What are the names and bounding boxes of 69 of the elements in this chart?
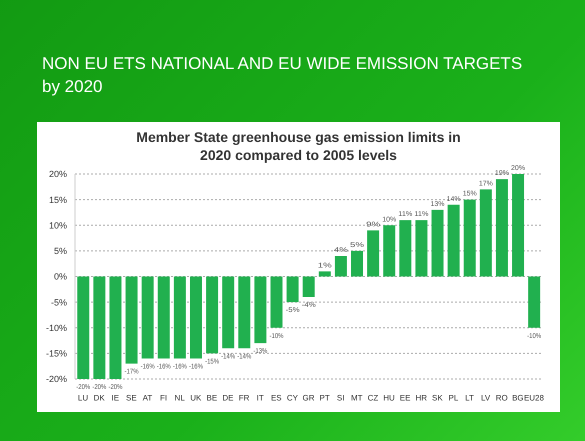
x-tick-label: SK [432,394,444,403]
x-tick-label: UK [190,394,202,403]
bar [174,276,186,358]
x-tick-label: EU28 [524,394,545,403]
bar [367,230,380,276]
bar [464,200,476,276]
bar [286,276,299,302]
bar [528,276,540,328]
x-tick-label: PL [448,394,459,403]
bar [415,220,428,276]
x-tick-label: NL [174,394,186,403]
y-tick-label: 20% [48,169,67,180]
bar [432,210,444,276]
x-tick-label: LV [481,394,491,403]
x-tick-label: LT [465,394,474,403]
x-tick-label: HR [415,394,428,403]
bar [254,276,266,344]
y-tick-label: -20% [46,374,67,384]
x-tick-label: PT [319,394,330,403]
x-tick-label: HU [383,394,396,403]
bar [126,276,138,364]
bar [480,189,492,276]
x-tick-label: MT [351,394,363,403]
x-tick-label: DE [222,394,234,403]
x-tick-label: CY [286,394,299,403]
bar [399,220,412,276]
x-tick-label: SI [336,394,344,403]
x-tick-label: FR [238,394,250,403]
chart-title: NON EU ETS NATIONAL AND EU WIDE EMISSION TARGETS by 2020 [42,53,524,98]
bar [318,271,331,276]
bar [142,276,154,358]
x-tick-label: LU [78,394,88,403]
bar [448,204,460,276]
y-tick-label: -5% [50,297,67,308]
y-tick-label: 15% [48,194,67,205]
bar [222,276,234,348]
bar [109,276,122,379]
bar [302,276,315,297]
bar [496,179,508,276]
bar [351,250,364,276]
y-tick-label: 5% [54,246,67,256]
x-tick-label: BE [206,394,218,403]
x-tick-label: IE [111,394,120,403]
chart-subtitle: Member State greenhouse gas emission limits in 2020 compared to 2005 levels [135,128,462,164]
y-tick-label: -15% [46,348,67,359]
x-tick-label: SE [126,394,137,403]
y-tick-label: 10% [48,220,67,230]
x-tick-label: ES [270,394,282,403]
bar [190,276,202,358]
x-tick-label: BG [512,394,524,403]
bar [206,276,218,354]
y-tick-label: -10% [46,322,67,333]
bar [334,256,347,276]
bar [512,174,524,276]
x-tick-label: RO [496,394,508,403]
x-tick-label: GR [302,394,315,403]
x-tick-label: EE [400,394,410,403]
x-tick-label: IT [256,394,264,403]
bar [238,276,250,348]
x-tick-label: CZ [368,394,378,403]
bar [93,276,106,379]
x-tick-label: AT [142,394,152,403]
bar [383,225,396,276]
y-tick-label: 0% [54,272,67,282]
x-tick-label: DK [94,394,106,403]
bar [270,276,282,328]
bar [158,276,170,358]
x-tick-label: FI [160,394,168,403]
bar [77,276,90,379]
